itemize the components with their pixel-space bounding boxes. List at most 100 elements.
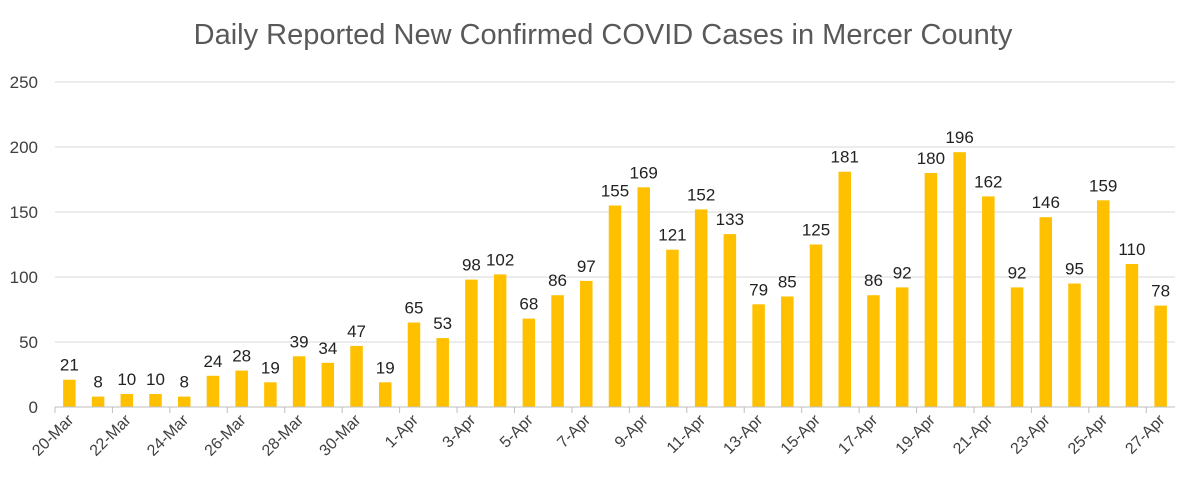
x-tick-label: 17-Apr: [835, 411, 881, 457]
x-tick-label: 5-Apr: [497, 411, 537, 451]
y-tick-label: 100: [10, 268, 38, 287]
bar: [206, 375, 220, 407]
data-label: 24: [203, 352, 222, 371]
bar: [379, 382, 392, 407]
bars: [63, 152, 1167, 407]
bar: [1125, 264, 1139, 407]
data-label: 28: [232, 347, 251, 366]
data-label: 34: [318, 339, 337, 358]
data-label: 19: [376, 358, 395, 377]
data-label: 125: [802, 221, 830, 240]
y-tick-label: 200: [10, 138, 38, 157]
x-tick-label: 23-Apr: [1008, 411, 1054, 457]
bar: [809, 244, 823, 407]
x-tick-label: 1-Apr: [382, 411, 422, 451]
bar: [723, 234, 737, 407]
bar: [120, 394, 134, 407]
bar: [867, 295, 880, 407]
x-tick-label: 21-Apr: [950, 411, 996, 457]
data-label: 181: [831, 148, 859, 167]
chart-title: Daily Reported New Confirmed COVID Cases…: [194, 19, 1013, 51]
y-tick-label: 150: [10, 203, 38, 222]
data-label: 169: [630, 163, 658, 182]
bar: [1068, 283, 1081, 407]
data-label: 152: [687, 185, 715, 204]
data-label: 10: [146, 370, 165, 389]
data-label: 79: [749, 280, 768, 299]
bar: [522, 318, 536, 407]
data-label: 65: [405, 299, 424, 318]
x-tick-label: 7-Apr: [554, 411, 594, 451]
bar: [895, 287, 909, 407]
data-label: 95: [1065, 260, 1084, 279]
bar: [436, 338, 449, 407]
x-tick-label: 28-Mar: [259, 411, 307, 459]
bar: [407, 322, 421, 407]
data-label: 133: [716, 210, 744, 229]
y-axis-ticks: 0 50 100 150 200 250: [10, 73, 38, 417]
bar: [1096, 200, 1110, 407]
data-label: 21: [60, 356, 79, 375]
x-tick-label: 22-Mar: [87, 411, 135, 459]
data-label: 19: [261, 358, 280, 377]
x-tick-label: 15-Apr: [778, 411, 824, 457]
bar: [608, 205, 622, 407]
x-tick-label: 20-Mar: [29, 411, 77, 459]
data-label: 146: [1032, 193, 1060, 212]
x-tick-label: 3-Apr: [440, 411, 480, 451]
data-label: 98: [462, 256, 481, 275]
x-tick-label: 19-Apr: [893, 411, 939, 457]
x-tick-label: 27-Apr: [1122, 411, 1168, 457]
bar: [982, 196, 995, 407]
bar: [149, 394, 162, 407]
data-label: 86: [864, 271, 883, 290]
bar: [1154, 305, 1167, 407]
bar: [235, 370, 248, 407]
bar: [838, 171, 851, 407]
y-tick-label: 0: [29, 398, 38, 417]
bar: [551, 295, 564, 407]
bar: [666, 249, 679, 407]
data-label: 121: [658, 226, 686, 245]
bar: [1039, 217, 1053, 407]
data-label: 8: [179, 373, 188, 392]
data-label: 92: [1008, 263, 1027, 282]
data-label: 159: [1089, 176, 1117, 195]
data-label: 53: [433, 314, 452, 333]
data-label: 155: [601, 182, 629, 201]
x-axis-ticks: 20-Mar 22-Mar 24-Mar 26-Mar 28-Mar 30-Mar 1-Ap…: [29, 407, 1169, 460]
data-label: 196: [945, 128, 973, 147]
bar: [1010, 287, 1024, 407]
bar: [292, 356, 306, 407]
data-label: 92: [893, 263, 912, 282]
x-tick-label: 25-Apr: [1065, 411, 1111, 457]
bar: [924, 173, 938, 407]
bar: [637, 187, 650, 407]
data-label: 47: [347, 322, 366, 341]
data-label: 8: [93, 373, 102, 392]
bar: [321, 362, 335, 407]
bar: [694, 209, 708, 407]
data-label: 110: [1118, 240, 1145, 259]
bar: [63, 379, 76, 407]
bar: [580, 280, 593, 407]
data-label: 85: [778, 273, 797, 292]
x-tick-label: 26-Mar: [202, 411, 250, 459]
bar: [781, 296, 794, 407]
x-tick-label: 24-Mar: [144, 411, 192, 459]
data-label: 180: [917, 149, 945, 168]
data-label: 102: [486, 250, 514, 269]
y-tick-label: 50: [19, 333, 38, 352]
y-tick-label: 250: [10, 73, 38, 92]
x-tick-label: 30-Mar: [317, 411, 365, 459]
bar: [953, 152, 966, 407]
data-labels: 21 8 10 10 8 24 28 19 39 34 47 19 65 53 98 102 68 86 97 155…: [60, 128, 1170, 391]
data-label: 162: [974, 172, 1002, 191]
data-label: 78: [1151, 282, 1170, 301]
bar: [493, 274, 507, 407]
x-tick-label: 9-Apr: [612, 411, 652, 451]
data-label: 10: [117, 370, 136, 389]
data-label: 97: [577, 257, 596, 276]
bar: [91, 396, 105, 407]
x-tick-label: 13-Apr: [720, 411, 766, 457]
